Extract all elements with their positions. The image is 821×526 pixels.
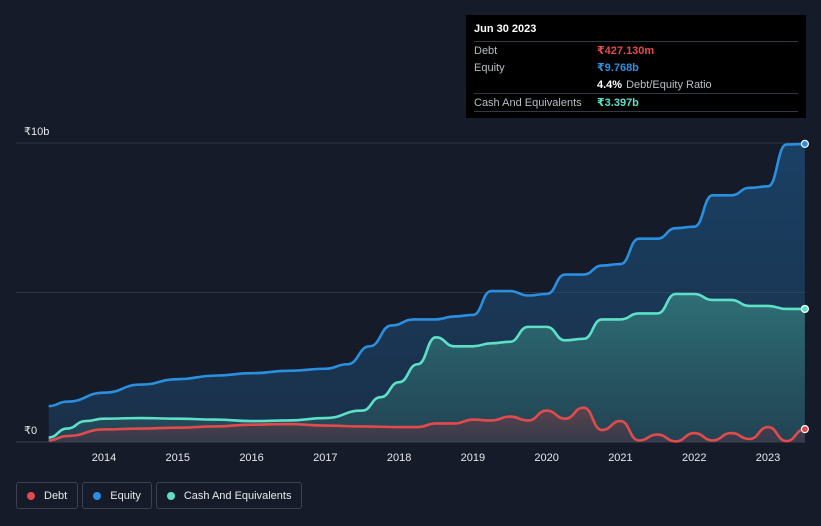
tooltip-date: Jun 30 2023 xyxy=(474,23,537,35)
equity-end-point xyxy=(800,139,809,148)
tooltip-value: ₹427.130m xyxy=(597,45,655,57)
x-axis-labels: 2014 2015 2016 2017 2018 2019 2020 2021 2022 2023 xyxy=(92,452,780,464)
y-tick-label: ₹10b xyxy=(24,126,49,138)
legend-item-debt[interactable]: Debt xyxy=(16,482,79,509)
legend-label: Debt xyxy=(44,489,68,502)
tooltip-row-debt: Debt ₹427.130m xyxy=(474,41,798,59)
debt-area xyxy=(48,407,805,442)
legend: Debt Equity Cash And Equivalents xyxy=(16,482,303,509)
x-tick-label: 2015 xyxy=(166,452,190,464)
x-tick-label: 2020 xyxy=(534,452,558,464)
tooltip-row-equity: Equity ₹9.768b xyxy=(474,59,798,76)
tooltip-row-ratio: 4.4% Debt/Equity Ratio xyxy=(474,76,798,93)
x-tick-label: 2018 xyxy=(387,452,411,464)
tooltip-divider xyxy=(474,111,798,112)
x-tick-label: 2016 xyxy=(239,452,263,464)
tooltip-label: Debt xyxy=(474,44,498,57)
legend-label: Equity xyxy=(110,489,141,502)
tooltip-value: ₹9.768b xyxy=(597,62,639,74)
tooltip-value: 4.4% xyxy=(597,78,623,91)
debt-end-point xyxy=(800,425,809,434)
y-tick-label: ₹0 xyxy=(24,425,37,437)
tooltip-value: ₹3.397b xyxy=(597,97,639,109)
x-tick-label: 2014 xyxy=(92,452,116,464)
tooltip-label: Cash And Equivalents xyxy=(474,96,582,109)
legend-item-cash[interactable]: Cash And Equivalents xyxy=(155,482,303,509)
tooltip-row-cash: Cash And Equivalents ₹3.397b xyxy=(474,93,798,111)
x-tick-label: 2021 xyxy=(608,452,632,464)
tooltip-panel: Jun 30 2023 Debt ₹427.130m Equity ₹9.768… xyxy=(466,15,806,118)
cash-and-equivalents-area xyxy=(48,293,805,442)
cash-and-equivalents-end-point xyxy=(800,304,809,314)
series-areas xyxy=(48,143,805,442)
x-tick-label: 2017 xyxy=(313,452,337,464)
equity-line xyxy=(48,142,805,408)
cash-and-equivalents-line xyxy=(48,292,805,439)
series-lines xyxy=(48,142,806,443)
debt-line xyxy=(48,406,806,443)
tooltip-ratio-label: Debt/Equity Ratio xyxy=(626,78,712,91)
legend-label: Cash And Equivalents xyxy=(183,489,292,502)
x-tick-label: 2022 xyxy=(682,452,706,464)
legend-dot-icon xyxy=(93,491,102,500)
legend-dot-icon xyxy=(166,491,175,500)
series-end-markers xyxy=(800,139,809,434)
legend-dot-icon xyxy=(27,491,35,500)
x-tick-label: 2019 xyxy=(461,452,485,464)
legend-item-equity[interactable]: Equity xyxy=(82,482,152,509)
y-axis-labels: ₹0 ₹10b xyxy=(24,126,49,437)
x-tick-label: 2023 xyxy=(756,452,780,464)
tooltip-label: Equity xyxy=(474,61,505,74)
